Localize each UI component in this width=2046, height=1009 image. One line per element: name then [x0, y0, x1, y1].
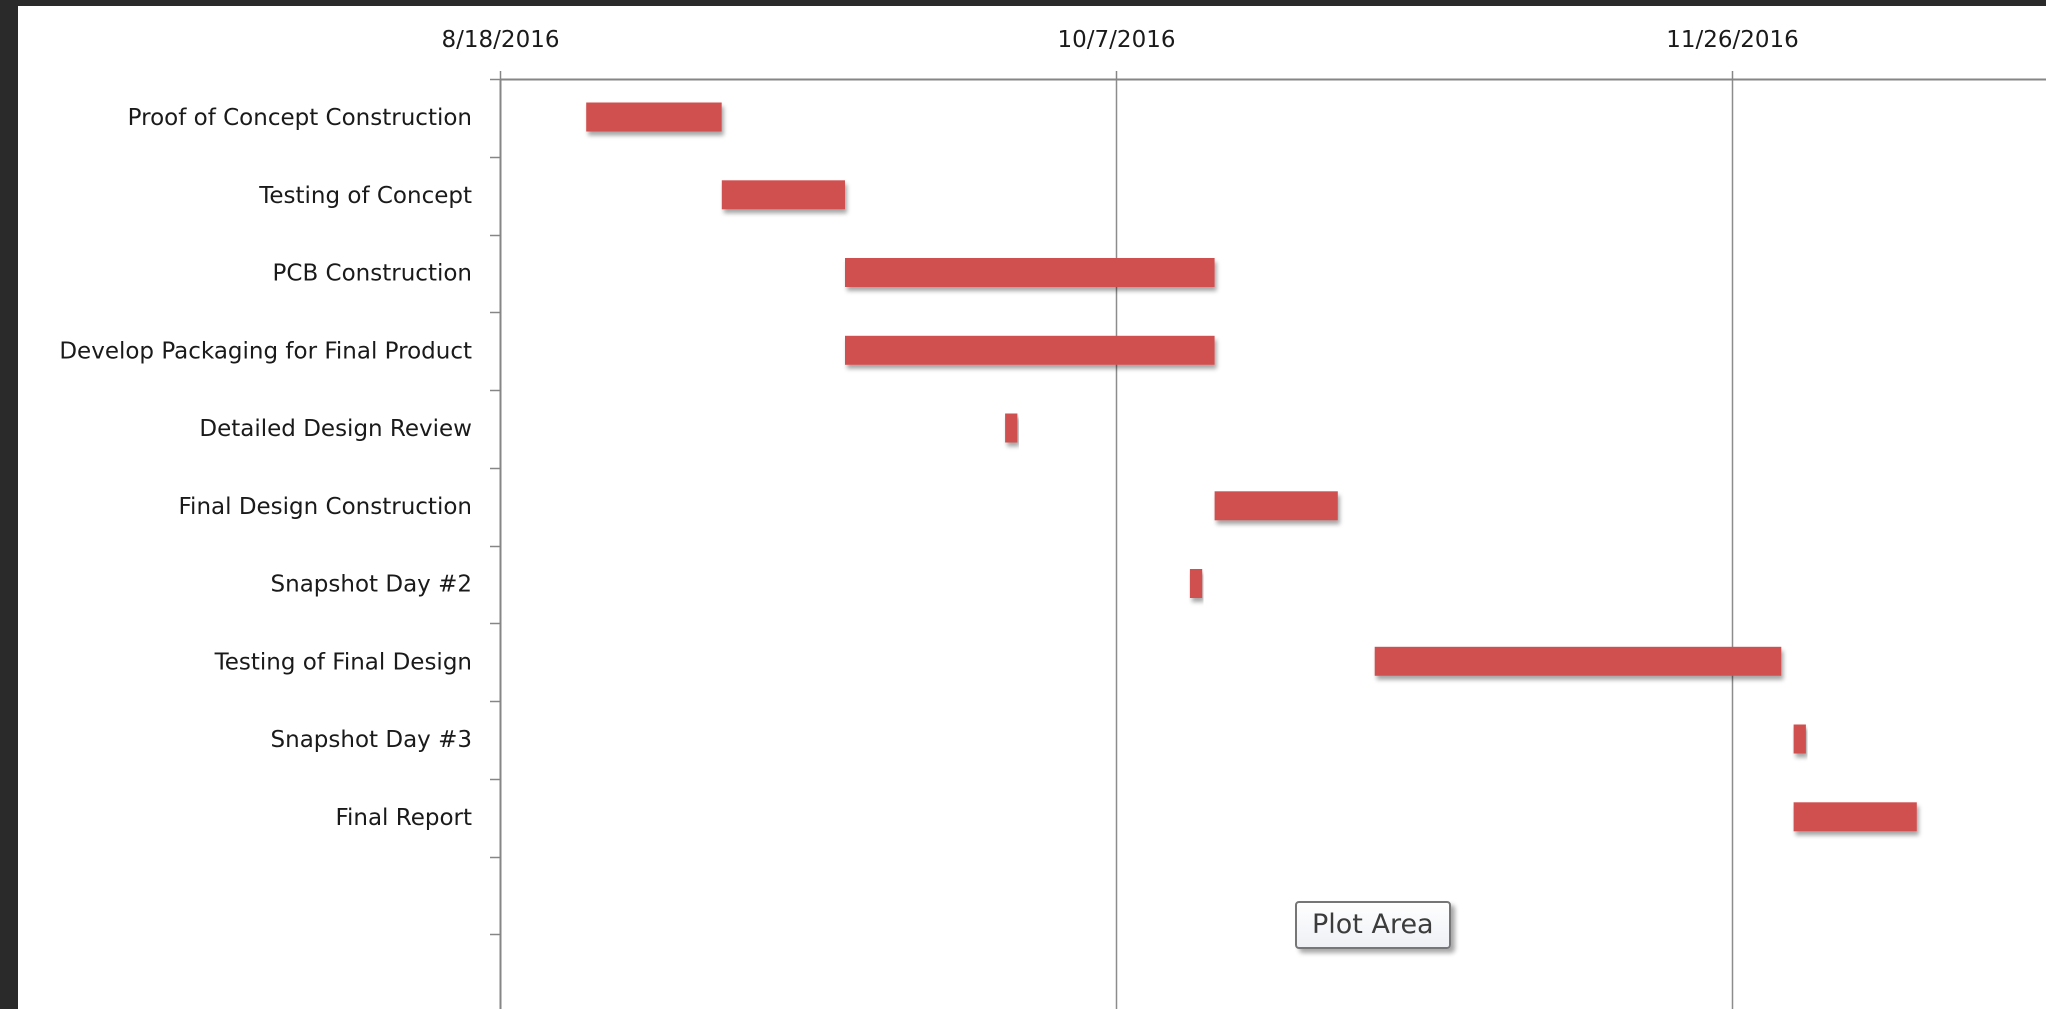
gantt-bar[interactable] — [586, 102, 722, 132]
task-label: Detailed Design Review — [199, 416, 472, 442]
gantt-bar[interactable] — [721, 180, 845, 210]
gantt-bar[interactable] — [1793, 724, 1806, 754]
gantt-bar[interactable] — [1214, 491, 1338, 521]
gantt-bar[interactable] — [1189, 569, 1203, 598]
task-label: Testing of Concept — [258, 183, 472, 209]
gantt-bar[interactable] — [1793, 802, 1917, 832]
plot-area-tooltip: Plot Area — [1295, 901, 1451, 949]
gantt-bar[interactable] — [1005, 413, 1018, 443]
gantt-chart[interactable]: 8/18/2016 10/7/2016 11/26/2016 Proof of Con… — [18, 6, 2046, 1009]
x-tick-label: 8/18/2016 — [442, 27, 560, 53]
task-label: Snapshot Day #3 — [271, 727, 472, 753]
axes — [490, 78, 2046, 1009]
gantt-bar[interactable] — [845, 258, 1215, 287]
task-label: Snapshot Day #2 — [271, 572, 472, 598]
task-label: PCB Construction — [273, 261, 472, 287]
task-label: Final Design Construction — [179, 494, 473, 520]
gantt-bar[interactable] — [1374, 646, 1782, 676]
x-tick-label: 11/26/2016 — [1666, 27, 1799, 53]
task-label: Proof of Concept Construction — [128, 105, 472, 131]
gantt-bar[interactable] — [845, 335, 1215, 365]
x-tick-label: 10/7/2016 — [1058, 27, 1176, 53]
chart-area[interactable]: 8/18/2016 10/7/2016 11/26/2016 Proof of Con… — [18, 6, 2046, 1009]
task-label: Develop Packaging for Final Product — [59, 338, 472, 364]
task-label: Testing of Final Design — [214, 649, 472, 675]
gridlines — [499, 71, 1734, 1009]
labels: 8/18/2016 10/7/2016 11/26/2016 Proof of Con… — [59, 27, 1798, 831]
task-label: Final Report — [335, 805, 472, 831]
bars[interactable] — [586, 102, 1917, 832]
